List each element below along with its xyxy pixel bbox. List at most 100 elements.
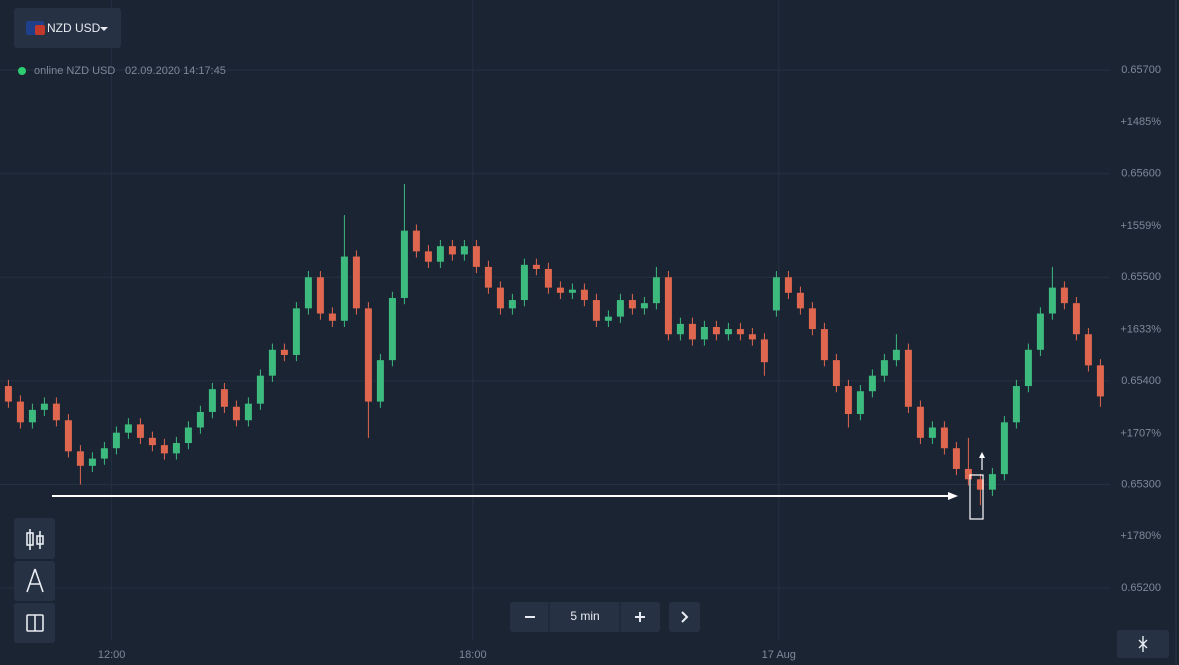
y2-tick-label: +1633%: [1120, 324, 1161, 336]
candle-body: [424, 251, 432, 262]
candle-body: [1072, 303, 1080, 335]
candle-body: [88, 458, 96, 466]
candle-body: [760, 339, 768, 363]
candle-body: [736, 329, 744, 335]
chevron-icon: [681, 611, 689, 623]
candle-body: [244, 403, 252, 421]
candle-body: [16, 401, 24, 423]
candle-body: [340, 256, 348, 321]
candle-body: [808, 308, 816, 330]
scroll-right-button[interactable]: [669, 602, 700, 632]
x-tick-label: 12:00: [98, 649, 126, 661]
candle-body: [376, 360, 384, 402]
zoom-in-button[interactable]: [635, 612, 645, 622]
candle-body: [172, 443, 180, 454]
candle-body: [316, 277, 324, 314]
candle-body: [820, 329, 828, 361]
candle-body: [292, 308, 300, 355]
candle-body: [232, 406, 240, 421]
candle-body: [532, 264, 540, 269]
candle-body: [604, 316, 612, 321]
candle-body: [196, 411, 204, 428]
candle-icon: [26, 529, 44, 550]
candle-body: [1084, 334, 1092, 366]
candles: [4, 184, 1104, 506]
compass-icon: [26, 568, 44, 593]
candle-body: [256, 375, 264, 404]
candle-body: [976, 479, 984, 490]
candle-body: [1036, 313, 1044, 350]
annotation-up-arrowhead: [979, 452, 985, 458]
candle-body: [1060, 287, 1068, 304]
candle-body: [208, 389, 216, 412]
candle-body: [328, 313, 336, 321]
candle-body: [148, 437, 156, 446]
candle-body: [388, 297, 396, 361]
y-tick-label: 0.65600: [1121, 168, 1161, 180]
candle-body: [652, 277, 660, 304]
timeframe-label: 5 min: [570, 609, 599, 623]
dropdown-caret: [100, 27, 108, 31]
candle-body: [928, 427, 936, 438]
candle-body: [268, 349, 276, 376]
candle-body: [1048, 287, 1056, 314]
candle-body: [544, 268, 552, 288]
candle-body: [364, 308, 372, 402]
candle-body: [412, 230, 420, 252]
candle-body: [844, 386, 852, 415]
candle-body: [220, 389, 228, 407]
candle-body: [52, 403, 60, 421]
candle-body: [892, 349, 900, 361]
y2-tick-label: +1485%: [1120, 116, 1161, 128]
annotation-arrowhead: [948, 492, 958, 500]
candle-body: [904, 349, 912, 407]
candle-body: [28, 409, 36, 423]
candle-body: [1000, 422, 1008, 475]
candle-body: [640, 303, 648, 309]
datetime: 02.09.2020 14:17:45: [125, 65, 226, 77]
candle-body: [448, 246, 456, 255]
y-tick-label: 0.65400: [1121, 375, 1161, 387]
candle-body: [1012, 386, 1020, 423]
candle-body: [568, 289, 576, 293]
candle-body: [724, 329, 732, 335]
candle-body: [40, 403, 48, 410]
grid: [0, 0, 1110, 640]
candle-body: [952, 448, 960, 469]
candle-body: [772, 277, 780, 311]
candle-body: [964, 468, 972, 480]
candle-body: [880, 360, 888, 376]
candle-body: [700, 326, 708, 340]
x-tick-label: 17 Aug: [762, 649, 796, 661]
y2-tick-label: +1559%: [1120, 220, 1161, 232]
candle-body: [496, 287, 504, 309]
y-tick-label: 0.65700: [1121, 64, 1161, 76]
y-tick-label: 0.65500: [1121, 271, 1161, 283]
candle-body: [112, 432, 120, 449]
layout-icon: [26, 614, 44, 632]
candle-body: [556, 287, 564, 293]
chart-type-button[interactable]: [14, 518, 55, 559]
candle-body: [400, 230, 408, 298]
drawing-tools-button[interactable]: [14, 561, 55, 601]
candle-body: [748, 334, 756, 340]
y2-tick-label: +1780%: [1120, 530, 1161, 542]
candle-body: [856, 391, 864, 415]
candle-body: [1096, 365, 1104, 397]
pair-button[interactable]: [14, 8, 121, 48]
candle-body: [988, 474, 996, 490]
candle-body: [76, 451, 84, 466]
candle-body: [484, 266, 492, 288]
online-dot: [18, 67, 26, 75]
candle-body: [832, 360, 840, 387]
candle-body: [664, 277, 672, 335]
x-tick-label: 18:00: [459, 649, 487, 661]
candle-body: [100, 448, 108, 459]
timeframe-control: [510, 602, 660, 632]
y-tick-label: 0.65200: [1121, 582, 1161, 594]
candle-body: [124, 424, 132, 433]
candle-body: [352, 256, 360, 309]
candle-body: [64, 420, 72, 452]
